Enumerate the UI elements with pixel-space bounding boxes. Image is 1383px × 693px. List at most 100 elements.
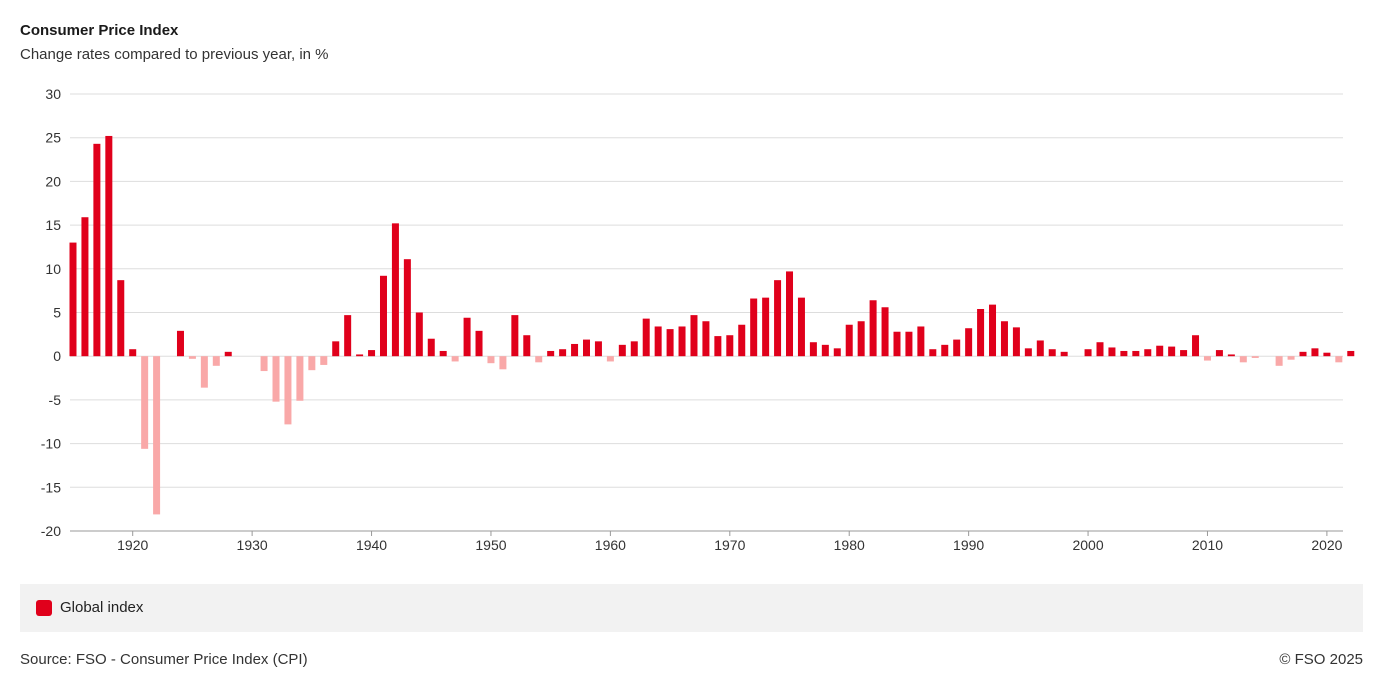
y-tick-label: 25 (45, 130, 61, 146)
bar (176, 330, 184, 357)
bar (965, 328, 973, 357)
bar (702, 321, 710, 357)
legend-item-global-index[interactable]: Global index (36, 599, 143, 616)
x-tick-label: 1940 (356, 537, 387, 553)
bar (786, 271, 794, 357)
bar (726, 335, 734, 357)
bar (188, 356, 196, 359)
bar (630, 341, 638, 357)
bar (368, 350, 376, 357)
bar (690, 315, 698, 357)
bar (1323, 352, 1331, 357)
bar (1311, 348, 1319, 357)
bar (1096, 342, 1104, 357)
bar (212, 356, 220, 366)
bar (439, 350, 447, 357)
bar (845, 324, 853, 357)
x-tick-label: 1960 (595, 537, 626, 553)
bar (797, 297, 805, 357)
bar (1251, 356, 1259, 358)
bar (81, 217, 89, 357)
bar (1203, 356, 1211, 361)
bar (738, 324, 746, 357)
bar (809, 342, 817, 357)
x-tick-label: 2010 (1192, 537, 1223, 553)
bar (487, 356, 495, 364)
bar (1299, 351, 1307, 357)
bar (141, 356, 149, 449)
bar (1048, 349, 1056, 357)
bar (881, 307, 889, 357)
bar (833, 348, 841, 357)
bar (129, 349, 137, 357)
bar (69, 242, 77, 357)
bar (1024, 348, 1032, 357)
bar (272, 356, 280, 402)
legend-swatch-icon (36, 599, 52, 616)
bar (1120, 350, 1128, 357)
bar (1156, 345, 1164, 357)
bar (1084, 349, 1092, 357)
bar (224, 351, 232, 357)
bar (1192, 335, 1200, 357)
y-tick-label: 0 (53, 348, 61, 364)
bar (905, 331, 913, 357)
bar (977, 309, 985, 357)
bar (1335, 356, 1343, 363)
bar (618, 344, 626, 357)
bar (1000, 321, 1008, 357)
bar (893, 331, 901, 357)
x-tick-label: 1980 (834, 537, 865, 553)
bar (1239, 356, 1247, 363)
bar (1132, 350, 1140, 357)
x-tick-label: 1970 (714, 537, 745, 553)
bar (714, 336, 722, 357)
bar (260, 356, 268, 372)
bar (654, 326, 662, 357)
bar-chart: 30 25 20 15 10 5 0 -5 -10 -15 -20 1920 1930 1940 1950 1… (41, 86, 1355, 553)
chart-subtitle: Change rates compared to previous year, … (20, 46, 329, 63)
bar (523, 335, 531, 357)
y-tick-label: 20 (45, 173, 61, 189)
bar (1180, 350, 1188, 357)
bar (989, 304, 997, 357)
bar (1168, 346, 1176, 357)
legend-label: Global index (60, 599, 144, 616)
bar (941, 344, 949, 357)
bar (153, 356, 161, 515)
bar (391, 223, 399, 357)
bar (475, 330, 483, 357)
bar (344, 315, 352, 357)
bar (606, 356, 614, 362)
chart-title: Consumer Price Index (20, 22, 179, 39)
y-tick-label: -20 (41, 523, 61, 539)
bar (308, 356, 316, 371)
bar (451, 356, 459, 362)
bar (869, 300, 877, 357)
y-tick-label: -10 (41, 436, 61, 452)
bar (917, 326, 925, 357)
legend-panel: Global index (20, 584, 1363, 632)
bar (535, 356, 543, 363)
x-tick-label: 1990 (953, 537, 984, 553)
bar (403, 259, 411, 357)
x-tick-label: 2000 (1072, 537, 1103, 553)
bar (642, 318, 650, 357)
bar (1347, 350, 1355, 357)
bar (117, 280, 125, 357)
bar (821, 344, 829, 357)
bar (1215, 350, 1223, 357)
bar (571, 343, 579, 357)
x-tick-label: 2020 (1311, 537, 1342, 553)
y-tick-label: 10 (45, 261, 61, 277)
x-tick-label: 1920 (117, 537, 148, 553)
bar (463, 317, 471, 357)
bar (332, 341, 340, 357)
bar (1275, 356, 1283, 366)
bar (427, 338, 435, 357)
bar (296, 356, 304, 401)
y-tick-label: -5 (49, 392, 62, 408)
x-tick-label: 1950 (475, 537, 506, 553)
bar (1108, 347, 1116, 357)
bar (511, 315, 519, 357)
